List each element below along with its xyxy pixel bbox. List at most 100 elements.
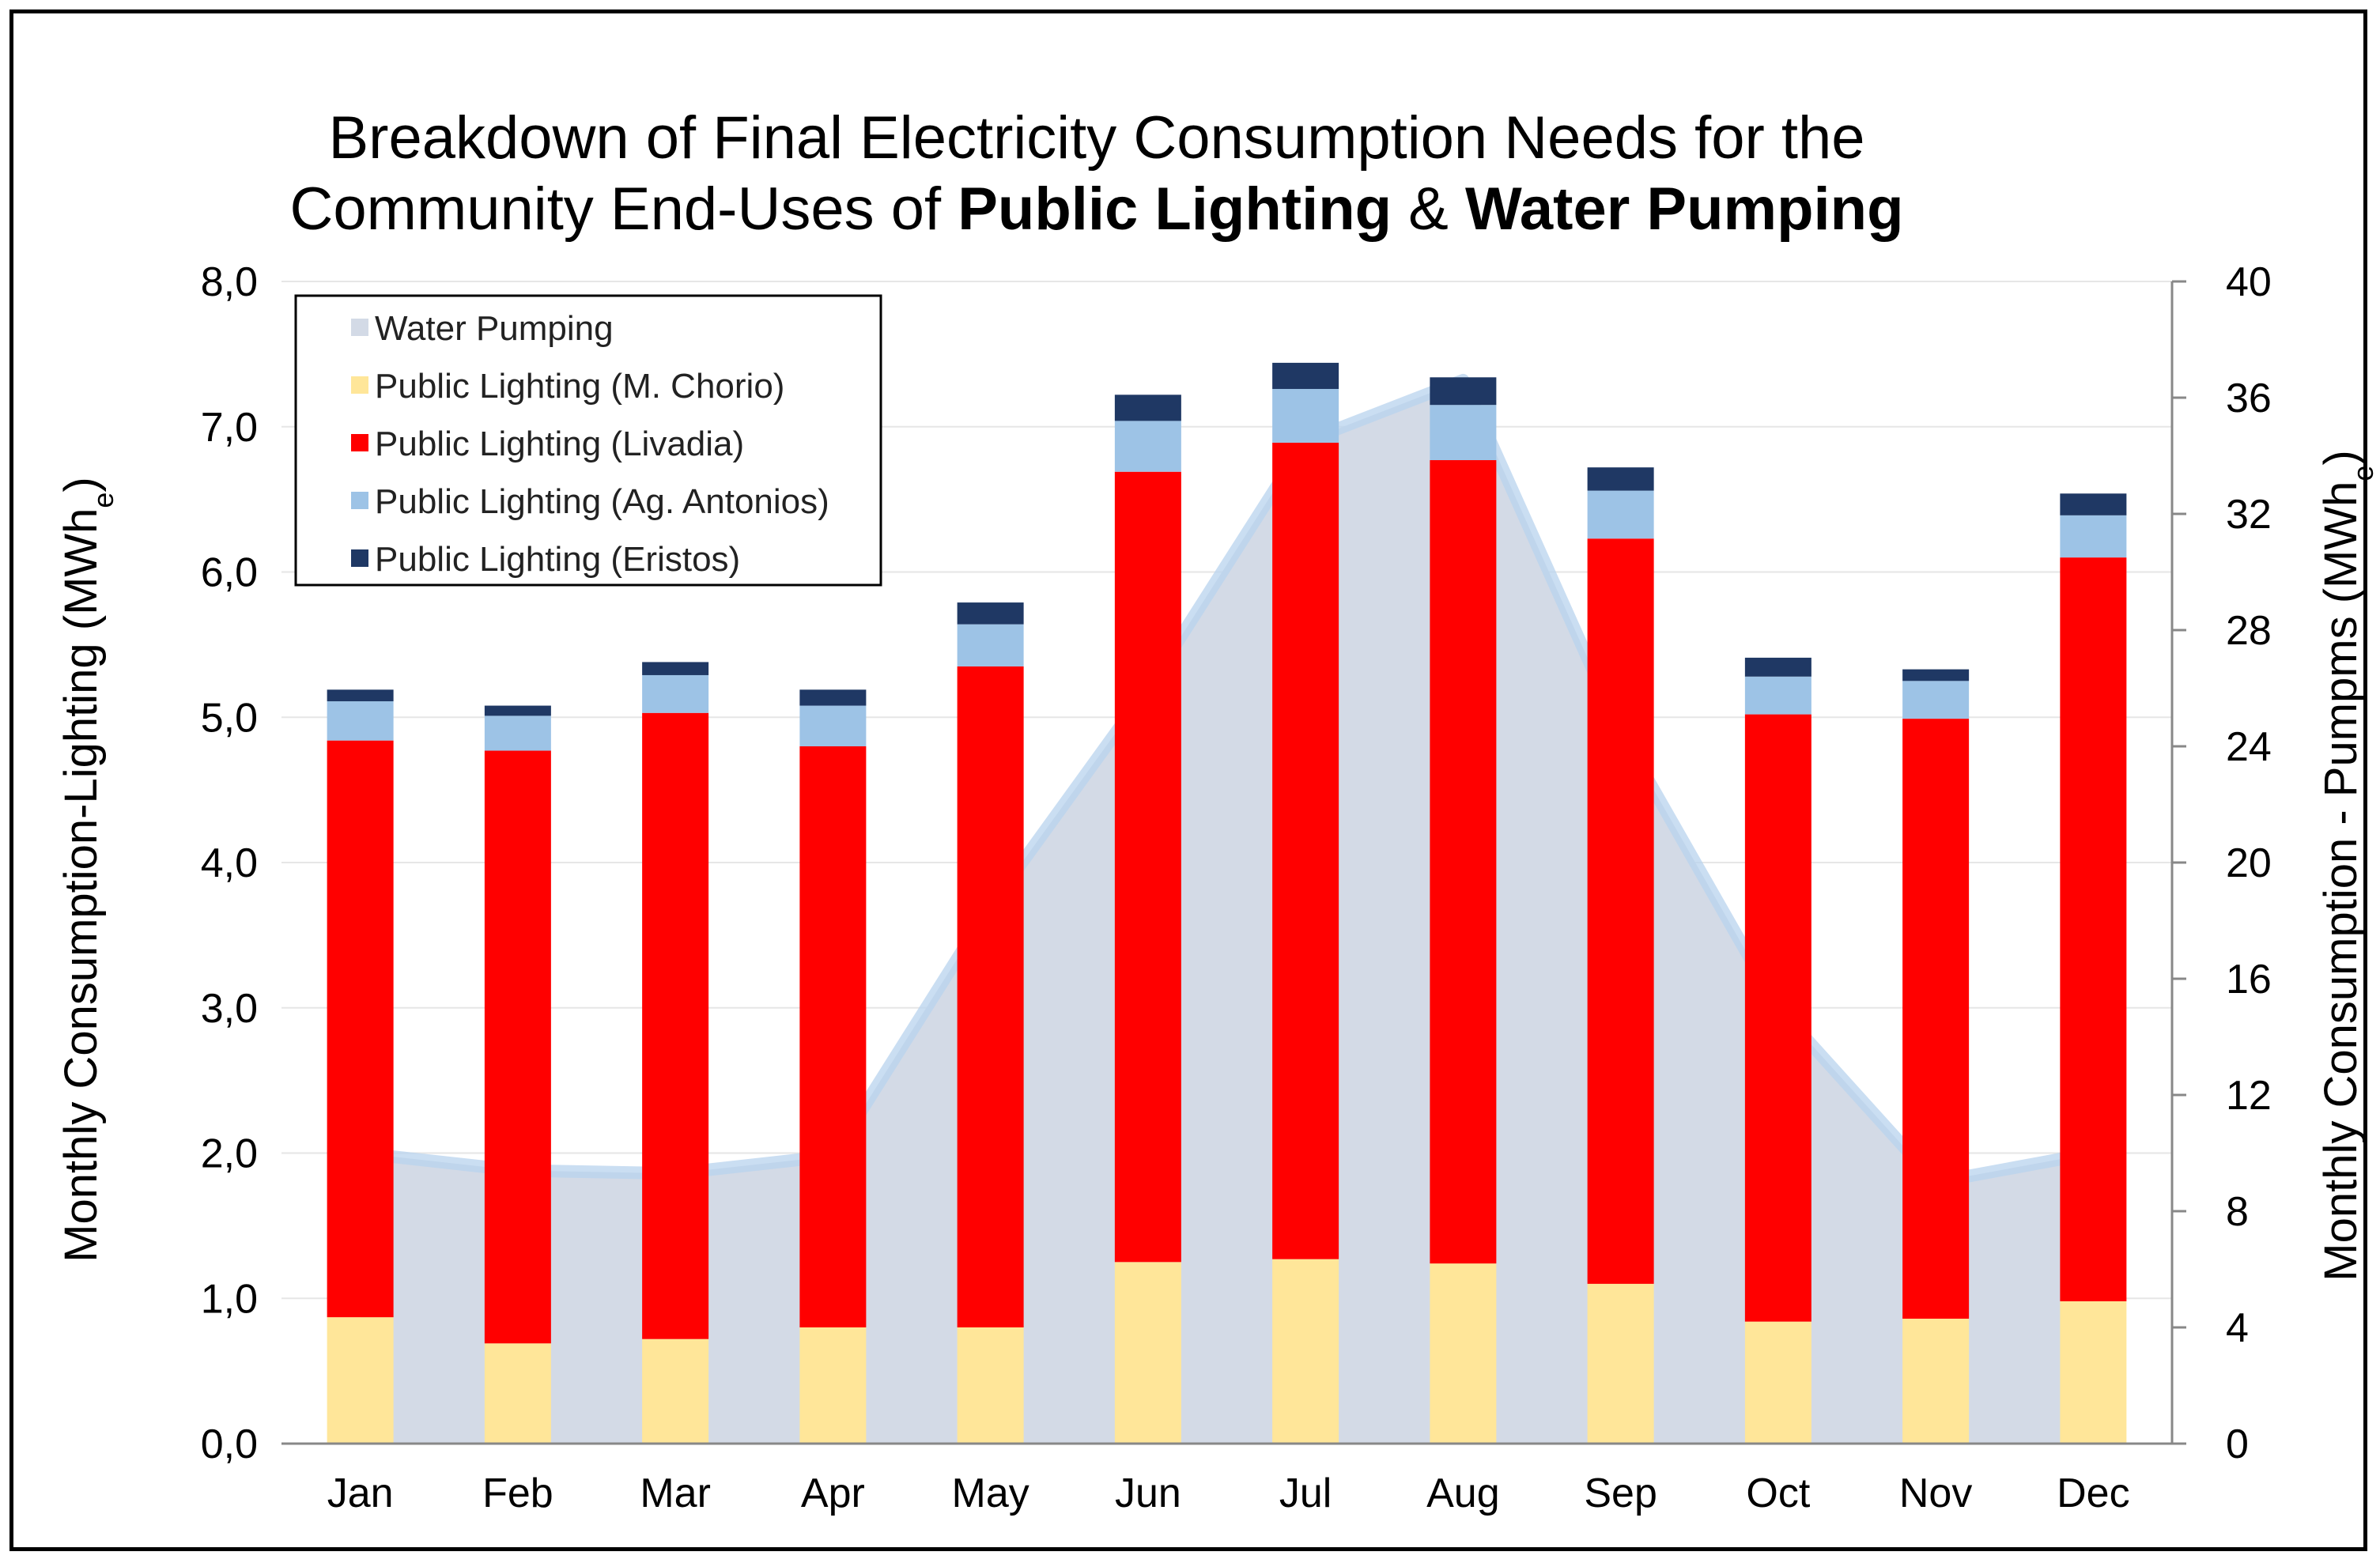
bar-segment-public-lighting-eristos (1114, 395, 1181, 421)
title-prefix: Community End-Uses of (290, 176, 958, 243)
legend-label: Public Lighting (Ag. Antonios) (375, 482, 829, 521)
left-tick-label: 0,0 (201, 1421, 258, 1467)
bar-segment-public-lighting-livadia (1114, 471, 1181, 1263)
title-mid: & (1392, 176, 1465, 243)
x-tick-label: Mar (640, 1471, 711, 1516)
bar-segment-public-lighting-eristos (1902, 669, 1970, 681)
left-tick-label: 2,0 (201, 1131, 258, 1177)
bar-segment-public-lighting-eristos (799, 689, 867, 706)
bar-segment-public-lighting-livadia (1587, 538, 1654, 1284)
left-tick-label: 8,0 (201, 259, 258, 305)
bar-segment-public-lighting-m-chorio (1587, 1283, 1654, 1444)
left-axis-label-end: ) (55, 477, 107, 492)
bar-segment-public-lighting-ag-antonios (1114, 421, 1181, 472)
x-tick-label: Apr (801, 1471, 865, 1516)
x-tick-label: Jun (1115, 1471, 1181, 1516)
x-tick-label: Jul (1279, 1471, 1332, 1516)
bar-segment-public-lighting-ag-antonios (484, 715, 551, 751)
left-axis-label-text: Monthly Consumption-Lighting (MWh (55, 508, 107, 1263)
bar-segment-public-lighting-eristos (1272, 362, 1339, 389)
bar-segment-public-lighting-m-chorio (642, 1338, 709, 1444)
bar-segment-public-lighting-ag-antonios (1744, 676, 1811, 715)
bar-segment-public-lighting-eristos (327, 689, 394, 702)
right-axis-label-text: Monthly Consumption - Pumpms (MWh (2315, 481, 2367, 1282)
right-tick-label: 24 (2226, 724, 2272, 770)
legend: Water Pumping Public Lighting (M. Chorio)… (294, 294, 882, 587)
legend-label: Public Lighting (Eristos) (375, 540, 740, 579)
left-tick-label: 4,0 (201, 840, 258, 886)
legend-swatch (351, 319, 368, 336)
bar-segment-public-lighting-m-chorio (799, 1327, 867, 1444)
left-tick-label: 6,0 (201, 550, 258, 596)
right-tick-label: 28 (2226, 608, 2272, 654)
bar-segment-public-lighting-eristos (1587, 467, 1654, 491)
right-tick-label: 12 (2226, 1073, 2272, 1119)
bar-segment-public-lighting-livadia (1272, 442, 1339, 1259)
bar-segment-public-lighting-eristos (642, 662, 709, 675)
water-pumping-area-fill (360, 379, 2094, 1444)
right-tick-label: 8 (2226, 1189, 2249, 1235)
x-tick-label: Sep (1584, 1471, 1657, 1516)
x-tick-label: May (952, 1471, 1029, 1516)
bar-segment-public-lighting-m-chorio (484, 1343, 551, 1444)
legend-label: Public Lighting (Livadia) (375, 425, 744, 463)
bar-segment-public-lighting-ag-antonios (1430, 405, 1497, 461)
right-tick-label: 16 (2226, 957, 2272, 1002)
x-tick-label: Feb (482, 1471, 553, 1516)
bar-segment-public-lighting-livadia (484, 750, 551, 1344)
legend-swatch (351, 376, 368, 394)
bar-segment-public-lighting-eristos (484, 705, 551, 716)
right-tick-label: 0 (2226, 1421, 2249, 1467)
legend-box (294, 294, 882, 587)
x-tick-label: Aug (1426, 1471, 1500, 1516)
legend-swatch (351, 492, 368, 509)
legend-label: Water Pumping (375, 309, 614, 348)
right-tick-label: 4 (2226, 1305, 2249, 1351)
bar-segment-public-lighting-ag-antonios (2060, 515, 2127, 558)
bar-segment-public-lighting-livadia (957, 666, 1024, 1327)
left-axis-label: Monthly Consumption-Lighting (MWhe) (55, 477, 119, 1263)
bar-segment-public-lighting-ag-antonios (1587, 490, 1654, 539)
right-axis-label-sub: e (2347, 466, 2379, 481)
bar-segment-public-lighting-ag-antonios (327, 701, 394, 741)
bar-segment-public-lighting-m-chorio (327, 1317, 394, 1444)
bar-segment-public-lighting-eristos (1430, 377, 1497, 406)
left-tick-label: 1,0 (201, 1276, 258, 1322)
chart-title-line1: Breakdown of Final Electricity Consumpti… (328, 104, 1864, 172)
bar-segment-public-lighting-m-chorio (1430, 1263, 1497, 1444)
bar-segment-public-lighting-m-chorio (1114, 1262, 1181, 1444)
title-bold-lighting: Public Lighting (958, 176, 1392, 243)
right-tick-label: 36 (2226, 376, 2272, 421)
bar-segment-public-lighting-ag-antonios (642, 674, 709, 713)
legend-swatch (351, 549, 368, 567)
bar-segment-public-lighting-m-chorio (957, 1327, 1024, 1444)
left-tick-label: 5,0 (201, 695, 258, 741)
bar-segment-public-lighting-m-chorio (1744, 1321, 1811, 1444)
bar-segment-public-lighting-ag-antonios (1272, 388, 1339, 443)
bar-segment-public-lighting-livadia (327, 740, 394, 1318)
x-tick-label: Nov (1899, 1471, 1972, 1516)
right-tick-label: 32 (2226, 492, 2272, 538)
bar-segment-public-lighting-eristos (957, 602, 1024, 625)
left-tick-label: 7,0 (201, 405, 258, 451)
title-bold-pumping: Water Pumping (1465, 176, 1904, 243)
x-tick-label: Jan (327, 1471, 394, 1516)
bar-segment-public-lighting-livadia (799, 746, 867, 1327)
bar-segment-public-lighting-livadia (642, 712, 709, 1339)
bars-layer (327, 362, 2127, 1444)
chart-title-line2: Community End-Uses of Public Lighting & … (290, 176, 1904, 243)
bar-segment-public-lighting-livadia (2060, 557, 2127, 1301)
legend-swatch (351, 434, 368, 451)
bar-segment-public-lighting-ag-antonios (957, 624, 1024, 666)
x-tick-label: Oct (1746, 1471, 1810, 1516)
left-axis-label-sub: e (87, 493, 119, 508)
right-axis-label: Monthly Consumption - Pumpms (MWhe) (2315, 450, 2379, 1281)
right-axis-label-end: ) (2315, 450, 2367, 465)
bar-segment-public-lighting-m-chorio (1272, 1259, 1339, 1444)
right-tick-label: 40 (2226, 259, 2272, 305)
bar-segment-public-lighting-m-chorio (2060, 1301, 2127, 1444)
bar-segment-public-lighting-eristos (1744, 657, 1811, 677)
bar-segment-public-lighting-ag-antonios (1902, 681, 1970, 719)
bar-segment-public-lighting-livadia (1430, 460, 1497, 1264)
